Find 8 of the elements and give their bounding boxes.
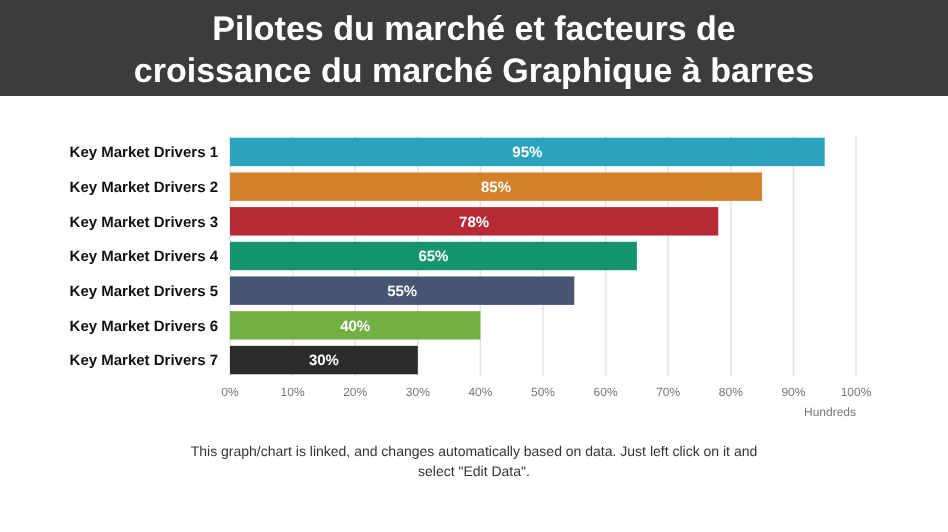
bar — [230, 207, 719, 236]
bar — [230, 311, 481, 340]
bar — [230, 345, 418, 375]
chart-title: Pilotes du marché et facteurs de croissance du marché Graphique à barres — [133, 10, 815, 90]
bar — [230, 241, 637, 271]
bar — [230, 137, 825, 167]
bar — [230, 276, 575, 305]
bar — [230, 172, 763, 201]
